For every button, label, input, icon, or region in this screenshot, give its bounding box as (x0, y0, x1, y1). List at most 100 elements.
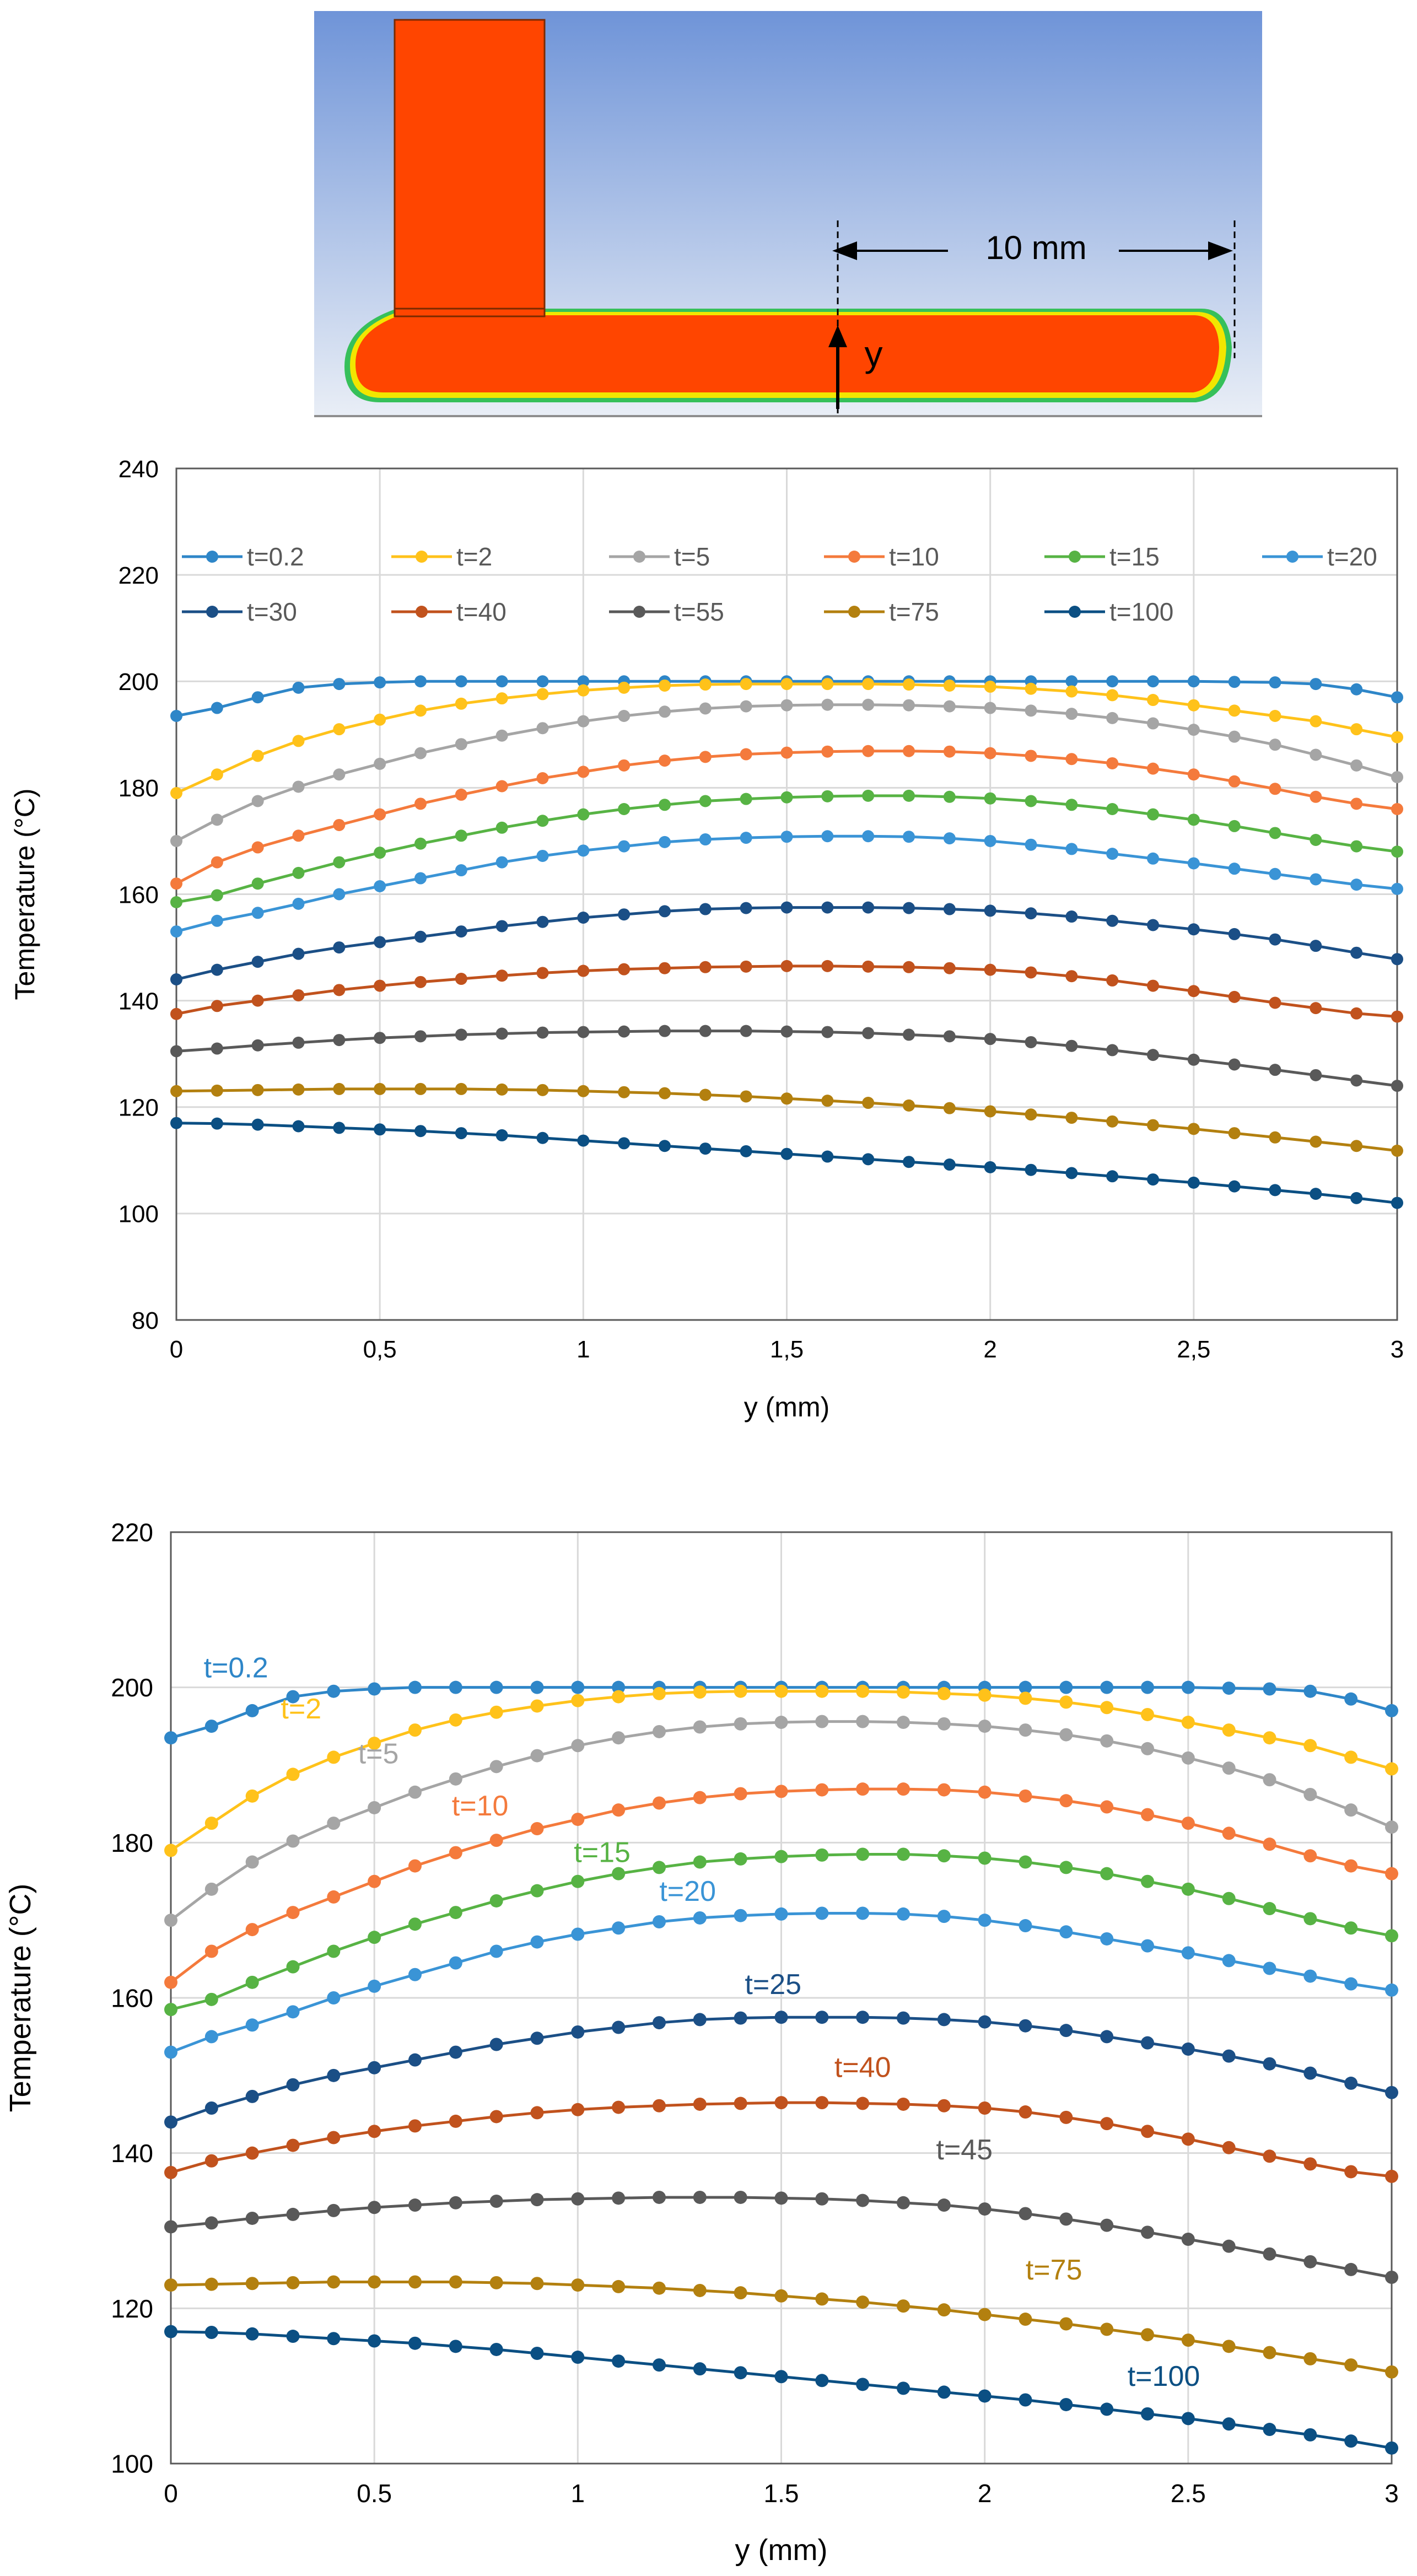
legend-swatch-marker (1069, 606, 1081, 618)
data-point (780, 791, 793, 804)
y-axis-label: Temperature (°C) (9, 789, 40, 1000)
data-point (1269, 1184, 1281, 1197)
data-point (286, 2276, 300, 2289)
data-point (327, 2131, 341, 2144)
data-point (856, 2194, 870, 2207)
data-point (659, 705, 671, 718)
data-point (612, 2100, 626, 2114)
data-point (1065, 970, 1078, 983)
series-t-55 (164, 2190, 1398, 2284)
data-point (978, 2202, 992, 2216)
data-point (821, 960, 834, 972)
data-point (1187, 675, 1200, 688)
data-point (489, 2276, 503, 2289)
data-point (1344, 1977, 1358, 1991)
legend-entry: t=2 (391, 542, 492, 571)
data-point (1187, 813, 1200, 826)
data-point (1025, 907, 1037, 920)
y-tick-label: 160 (111, 1984, 153, 2013)
inline-series-label: t=40 (834, 2052, 891, 2084)
data-point (449, 1713, 462, 1727)
data-point (164, 1914, 177, 1927)
data-point (740, 748, 752, 761)
series-t-40 (170, 960, 1403, 1023)
data-point (374, 676, 386, 689)
data-point (1263, 1682, 1276, 1696)
data-point (612, 2279, 626, 2293)
data-point (1344, 2076, 1358, 2090)
data-point (204, 2101, 218, 2115)
data-point (1385, 2085, 1398, 2099)
data-point (211, 914, 223, 927)
data-point (856, 1782, 870, 1796)
data-point (1065, 910, 1078, 923)
data-point (327, 2275, 341, 2289)
data-point (449, 1846, 462, 1860)
data-point (815, 2192, 829, 2206)
data-point (699, 702, 712, 715)
data-point (1310, 1002, 1322, 1015)
data-point (699, 1025, 712, 1037)
data-point (408, 1680, 422, 1694)
data-point (618, 840, 631, 853)
data-point (659, 905, 671, 918)
data-point (780, 831, 793, 843)
data-point (251, 956, 264, 968)
legend-swatch-marker (206, 551, 218, 563)
x-tick-labels: 0 0,5 1 1,5 2 2,5 3 (170, 1336, 1404, 1363)
data-point (856, 1684, 870, 1698)
y-tick-label: 180 (118, 775, 159, 802)
inline-series-label: t=10 (452, 1790, 509, 1822)
data-point (862, 745, 875, 757)
data-point (984, 680, 996, 693)
data-point (333, 768, 346, 781)
data-point (1385, 1929, 1398, 1943)
data-point (1391, 882, 1403, 895)
data-point (856, 2295, 870, 2309)
data-point (164, 1975, 177, 1989)
data-point (495, 780, 508, 793)
data-point (455, 1082, 467, 1095)
part-body (355, 315, 1219, 392)
data-point (333, 941, 346, 954)
data-point (245, 2277, 259, 2291)
data-point (943, 903, 956, 915)
data-point (455, 973, 467, 985)
data-point (984, 963, 996, 976)
data-point (245, 1923, 259, 1937)
data-point (1019, 2019, 1032, 2033)
data-point (1269, 1131, 1281, 1144)
data-point (1065, 1112, 1078, 1124)
chart-top-svg: 80 100 120 140 160 180 200 220 240 0 0,5 1 1,5 2 2,5 3… (9, 456, 1404, 1422)
data-point (903, 789, 915, 802)
data-point (292, 1036, 305, 1049)
data-point (1065, 685, 1078, 698)
legend-swatch-marker (416, 551, 428, 563)
data-point (1019, 1855, 1032, 1869)
data-point (618, 1025, 631, 1038)
data-point (292, 735, 305, 747)
data-point (449, 1772, 462, 1786)
data-point (1025, 795, 1037, 807)
data-point (1385, 1704, 1398, 1717)
data-point (740, 678, 752, 691)
data-point (1344, 1803, 1358, 1817)
data-point (251, 1118, 264, 1131)
legend-label: t=15 (1109, 542, 1160, 571)
data-point (618, 710, 631, 723)
data-point (978, 2389, 992, 2403)
legend-entry: t=20 (1262, 542, 1377, 571)
data-point (1025, 1036, 1037, 1048)
data-point (489, 2110, 503, 2124)
series-t-75 (170, 1082, 1403, 1157)
data-point (1147, 808, 1159, 821)
data-point (612, 1731, 626, 1745)
series-group (170, 675, 1403, 1209)
data-point (897, 2011, 910, 2025)
data-point (1059, 1925, 1073, 1939)
data-point (937, 2198, 951, 2212)
data-point (489, 1894, 503, 1907)
x-tick-label: 3 (1384, 2479, 1399, 2508)
data-point (1303, 2352, 1317, 2365)
data-point (495, 692, 508, 705)
